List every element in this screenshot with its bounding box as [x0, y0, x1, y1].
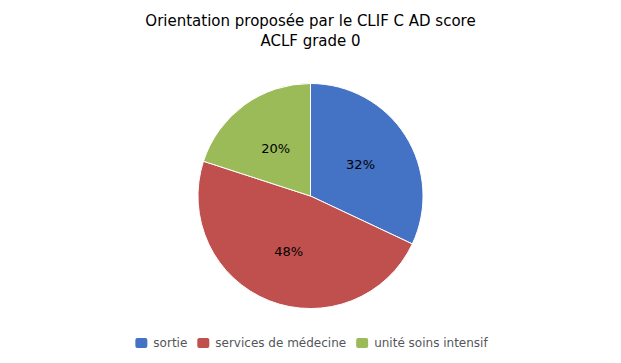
svg-text:sortie: sortie [153, 336, 187, 350]
svg-text:20%: 20% [261, 141, 290, 156]
svg-text:48%: 48% [274, 244, 303, 259]
svg-text:32%: 32% [346, 157, 375, 172]
svg-text:ACLF grade 0: ACLF grade 0 [260, 32, 360, 50]
svg-text:services de médecine: services de médecine [215, 336, 346, 350]
svg-text:Orientation proposée par le CL: Orientation proposée par le CLIF C AD sc… [145, 12, 475, 30]
svg-text:unité soins intensif: unité soins intensif [374, 336, 488, 350]
